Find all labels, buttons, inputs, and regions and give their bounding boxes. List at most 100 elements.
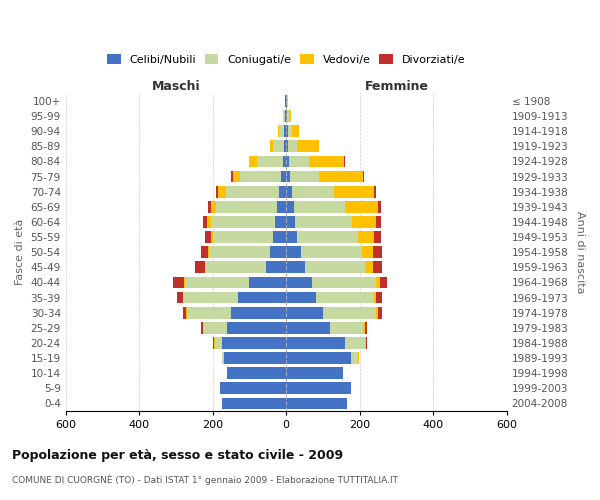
Bar [205, 231, 211, 243]
Bar [207, 216, 211, 228]
Bar [373, 262, 382, 273]
Bar [214, 337, 215, 349]
Text: Maschi: Maschi [152, 80, 200, 94]
Bar [183, 292, 238, 304]
Text: COMUNE DI CUORGNÈ (TO) - Dati ISTAT 1° gennaio 2009 - Elaborazione TUTTITALIA.IT: COMUNE DI CUORGNÈ (TO) - Dati ISTAT 1° g… [12, 474, 398, 485]
Bar [285, 95, 286, 107]
Bar [211, 201, 217, 212]
Bar [288, 140, 297, 152]
Bar [286, 231, 297, 243]
Bar [200, 246, 208, 258]
Y-axis label: Anni di nascita: Anni di nascita [575, 211, 585, 294]
Bar [297, 231, 358, 243]
Bar [286, 368, 343, 379]
Bar [287, 95, 289, 107]
Bar [211, 231, 212, 243]
Bar [286, 246, 301, 258]
Bar [213, 337, 214, 349]
Bar [227, 322, 286, 334]
Bar [286, 216, 295, 228]
Bar [220, 382, 286, 394]
Bar [286, 186, 292, 198]
Bar [283, 110, 285, 122]
Bar [373, 246, 382, 258]
Bar [365, 262, 373, 273]
Bar [286, 140, 288, 152]
Bar [376, 216, 380, 228]
Legend: Celibi/Nubili, Coniugati/e, Vedovi/e, Divorziati/e: Celibi/Nubili, Coniugati/e, Vedovi/e, Di… [107, 54, 465, 65]
Bar [312, 276, 376, 288]
Bar [295, 216, 352, 228]
Bar [293, 201, 345, 212]
Bar [380, 276, 387, 288]
Bar [334, 186, 374, 198]
Bar [215, 337, 222, 349]
Bar [297, 140, 319, 152]
Bar [286, 276, 312, 288]
Bar [209, 246, 269, 258]
Bar [217, 186, 218, 198]
Bar [269, 140, 274, 152]
Bar [323, 307, 376, 318]
Bar [286, 201, 293, 212]
Bar [212, 231, 274, 243]
Bar [222, 352, 224, 364]
Bar [285, 110, 286, 122]
Y-axis label: Fasce di età: Fasce di età [15, 219, 25, 286]
Bar [345, 201, 378, 212]
Bar [286, 126, 288, 137]
Bar [286, 352, 350, 364]
Bar [173, 276, 184, 288]
Bar [284, 140, 286, 152]
Bar [316, 292, 374, 304]
Bar [378, 201, 381, 212]
Bar [374, 186, 376, 198]
Bar [287, 110, 289, 122]
Bar [186, 307, 187, 318]
Bar [286, 110, 287, 122]
Bar [281, 170, 286, 182]
Bar [286, 170, 290, 182]
Bar [376, 292, 382, 304]
Bar [266, 262, 286, 273]
Bar [301, 246, 362, 258]
Text: Popolazione per età, sesso e stato civile - 2009: Popolazione per età, sesso e stato civil… [12, 450, 343, 462]
Bar [257, 156, 283, 168]
Bar [177, 292, 182, 304]
Bar [378, 307, 382, 318]
Bar [222, 337, 286, 349]
Bar [376, 276, 380, 288]
Bar [250, 276, 286, 288]
Bar [182, 307, 186, 318]
Bar [203, 216, 207, 228]
Bar [203, 322, 227, 334]
Bar [350, 352, 358, 364]
Bar [211, 216, 275, 228]
Bar [217, 201, 277, 212]
Bar [182, 292, 183, 304]
Bar [284, 126, 286, 137]
Bar [305, 262, 365, 273]
Bar [331, 322, 364, 334]
Bar [289, 110, 291, 122]
Bar [208, 246, 209, 258]
Bar [196, 262, 205, 273]
Bar [286, 398, 347, 409]
Bar [365, 337, 367, 349]
Bar [374, 231, 381, 243]
Bar [288, 126, 292, 137]
Bar [277, 201, 286, 212]
Bar [279, 126, 284, 137]
Bar [249, 156, 250, 168]
Bar [205, 262, 266, 273]
Bar [374, 292, 376, 304]
Bar [250, 156, 257, 168]
Bar [286, 322, 331, 334]
Bar [224, 352, 286, 364]
Bar [345, 337, 365, 349]
Bar [290, 170, 319, 182]
Bar [376, 307, 378, 318]
Bar [240, 170, 281, 182]
Bar [231, 307, 286, 318]
Bar [358, 231, 374, 243]
